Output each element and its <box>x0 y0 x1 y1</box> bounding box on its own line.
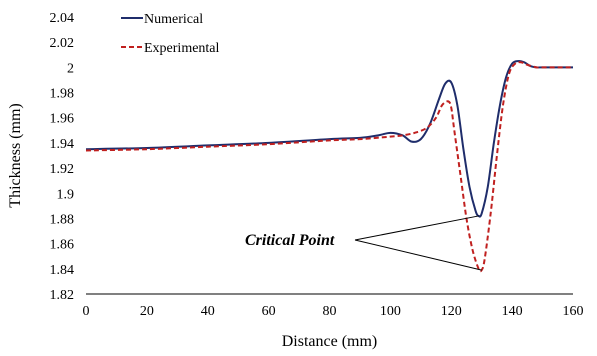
x-tick-label: 120 <box>441 304 462 319</box>
annotation-label: Critical Point <box>245 232 335 249</box>
x-tick-label: 40 <box>201 304 215 319</box>
x-tick-label: 100 <box>380 304 401 319</box>
annotation-pointer-line <box>354 239 482 271</box>
y-tick-label: 1.98 <box>50 87 75 102</box>
x-tick-label: 80 <box>323 304 337 319</box>
x-tick-label: 60 <box>262 304 276 319</box>
y-tick-label: 1.86 <box>50 238 75 253</box>
annotation: Critical Point <box>245 215 482 271</box>
y-tick-label: 1.96 <box>50 112 75 127</box>
y-tick-label: 1.88 <box>50 212 75 227</box>
legend-label-experimental: Experimental <box>144 41 220 56</box>
y-tick-label: 2.04 <box>50 11 75 26</box>
y-tick-label: 1.92 <box>50 162 75 177</box>
y-tick-label: 1.82 <box>50 288 75 303</box>
series-line-numerical <box>85 60 573 218</box>
y-tick-label: 1.94 <box>50 137 75 152</box>
series-layer <box>85 60 573 273</box>
legend-label-numerical: Numerical <box>144 12 203 27</box>
x-tick-label: 160 <box>563 304 584 319</box>
x-tick-label: 0 <box>83 304 90 319</box>
y-tick-label: 1.9 <box>57 187 75 202</box>
annotation-pointer-line <box>354 215 479 241</box>
x-tick-label: 20 <box>140 304 154 319</box>
y-tick-label: 2.02 <box>50 36 75 51</box>
legend: Numerical Experimental <box>121 12 220 56</box>
y-axis-title: Thickness (mm) <box>7 103 24 207</box>
y-tick-label: 2 <box>67 61 74 76</box>
x-axis-ticks: 0 20 40 60 80 100 120 140 160 <box>83 304 584 319</box>
series-line-experimental <box>85 61 573 273</box>
y-axis-ticks: 1.82 1.84 1.86 1.88 1.9 1.92 1.94 1.96 1.98 2 2.02… <box>50 11 75 303</box>
y-tick-label: 1.84 <box>50 263 75 278</box>
x-axis-title: Distance (mm) <box>282 333 378 350</box>
x-tick-label: 140 <box>502 304 523 319</box>
